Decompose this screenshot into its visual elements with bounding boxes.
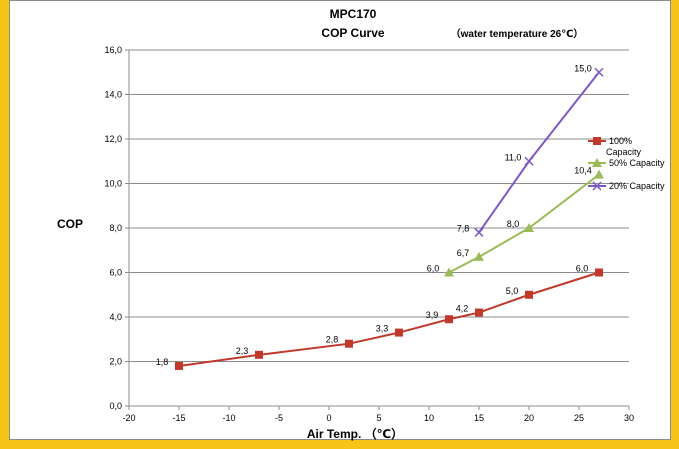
data-point: [345, 339, 353, 348]
x-tick-label: 25: [574, 413, 584, 423]
y-tick-label: 16,0: [104, 45, 122, 55]
data-point: [594, 67, 604, 77]
y-tick-label: 10,0: [104, 179, 122, 189]
axes: [125, 49, 630, 410]
x-tick-label: 0: [326, 413, 331, 423]
x-tick-label: 10: [424, 413, 434, 423]
data-label: 3,9: [426, 310, 439, 320]
data-label: 8,0: [507, 219, 520, 229]
y-tick-label: 4,0: [109, 312, 122, 322]
x-tick-label: 20: [524, 413, 534, 423]
data-point: [525, 290, 533, 299]
data-point: [595, 268, 603, 277]
legend-label: 20% Capacity: [609, 181, 665, 191]
x-tick-label: 15: [474, 413, 484, 423]
series-line: [448, 173, 600, 274]
x-tick-label: -15: [172, 413, 185, 423]
data-label: 7,8: [457, 223, 470, 233]
y-tick-label: 14,0: [104, 90, 122, 100]
data-point: [475, 308, 483, 317]
legend-label: 50% Capacity: [609, 158, 665, 168]
data-point: [524, 156, 534, 166]
y-tick-label: 8,0: [109, 223, 122, 233]
series-lines: [175, 67, 604, 370]
series-line: [478, 71, 600, 234]
gridlines: [129, 49, 629, 362]
data-point: [594, 169, 604, 179]
y-tick-label: 2,0: [109, 357, 122, 367]
data-point: [524, 223, 534, 232]
data-label: 4,2: [456, 304, 469, 314]
x-tick-label: -5: [275, 413, 283, 423]
data-point: [474, 227, 484, 237]
chart-title: MPC170: [330, 7, 377, 21]
legend-label-line2: Capacity: [606, 147, 642, 157]
data-point: [444, 267, 454, 277]
data-label: 3,3: [376, 324, 389, 334]
cop-chart: MPC170 COP Curve （water temperature 26℃）…: [57, 7, 665, 441]
y-tick-label: 12,0: [104, 134, 122, 144]
x-tick-label: -10: [222, 413, 235, 423]
chart-subtitle: COP Curve: [321, 26, 384, 40]
data-labels: 1,8 2,3 2,8 3,3 3,9 4,2 5,0 6,0 6,0 6,7 8,0 10,4 7,8…: [156, 63, 592, 367]
data-label: 1,8: [156, 357, 169, 367]
legend-marker: [592, 181, 602, 191]
data-label: 5,0: [506, 286, 519, 296]
x-tick-label: -20: [122, 413, 135, 423]
data-label: 6,0: [427, 264, 440, 274]
tick-labels: 0,0 2,0 4,0 6,0 8,0 10,0 12,0 14,0 16,0 -20 -15 -10…: [104, 45, 634, 423]
data-label: 11,0: [505, 152, 522, 162]
data-point: [395, 328, 403, 337]
y-tick-label: 0,0: [109, 401, 122, 411]
data-point: [445, 315, 453, 324]
series-line: [178, 271, 600, 367]
data-label: 2,8: [326, 335, 339, 345]
x-tick-label: 5: [376, 413, 381, 423]
y-tick-label: 6,0: [109, 268, 122, 278]
data-point: [255, 350, 263, 359]
data-point: [474, 251, 484, 261]
legend-marker: [592, 158, 602, 167]
legend-marker: [593, 137, 601, 145]
data-label: 15,0: [574, 63, 592, 73]
legend-label: 100%: [609, 136, 632, 146]
chart-note: （water temperature 26℃）: [451, 27, 584, 40]
data-label: 10,4: [574, 166, 592, 176]
chart-panel: MPC170 COP Curve （water temperature 26℃）…: [9, 0, 671, 441]
data-label: 6,7: [457, 248, 470, 258]
data-label: 2,3: [236, 346, 249, 356]
x-axis-title: Air Temp. （℃）: [307, 426, 403, 441]
x-tick-label: 30: [624, 413, 634, 423]
y-axis-title: COP: [57, 217, 83, 231]
data-point: [175, 361, 183, 370]
data-label: 6,0: [576, 264, 589, 274]
